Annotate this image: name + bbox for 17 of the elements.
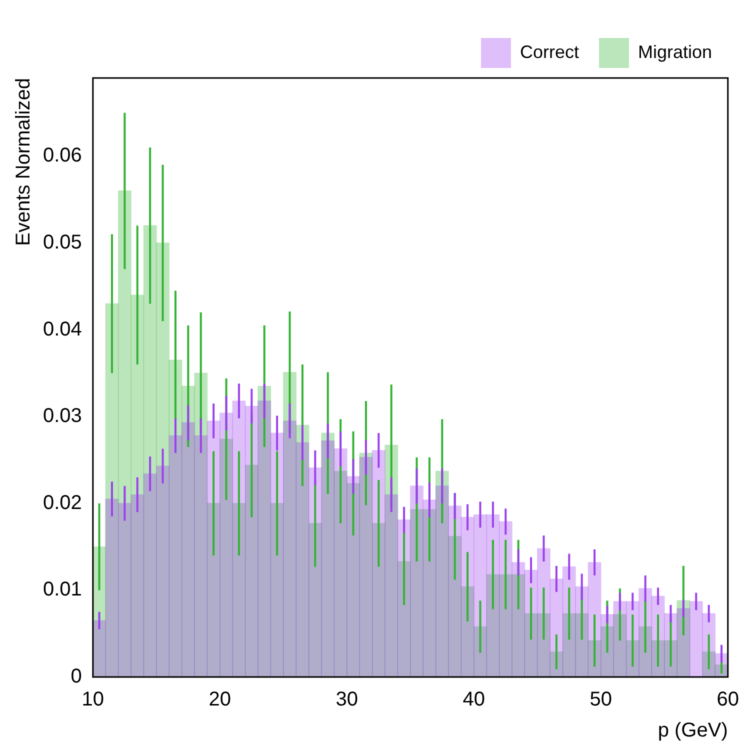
y-tick-label: 0.01	[42, 578, 82, 601]
x-tick-label: 60	[716, 688, 739, 711]
y-tick-label: 0.06	[42, 144, 82, 167]
x-tick-label: 50	[590, 688, 612, 711]
y-tick-label: 0.04	[42, 318, 82, 340]
x-tick-label: 10	[82, 688, 104, 711]
y-tick-label: 0.03	[42, 405, 82, 428]
y-axis-title: Events Normalized	[12, 78, 35, 246]
x-tick-label: 30	[336, 688, 358, 711]
y-tick-label: 0.02	[42, 492, 82, 514]
y-tick-label: 0	[70, 666, 82, 688]
x-axis-title: p (GeV)	[658, 720, 728, 742]
x-tick-label: 40	[462, 688, 486, 711]
legend-label: Correct	[520, 42, 579, 62]
x-tick-label: 20	[208, 688, 232, 711]
y-tick-label: 0.05	[42, 231, 82, 254]
legend-label: Migration	[638, 42, 712, 62]
